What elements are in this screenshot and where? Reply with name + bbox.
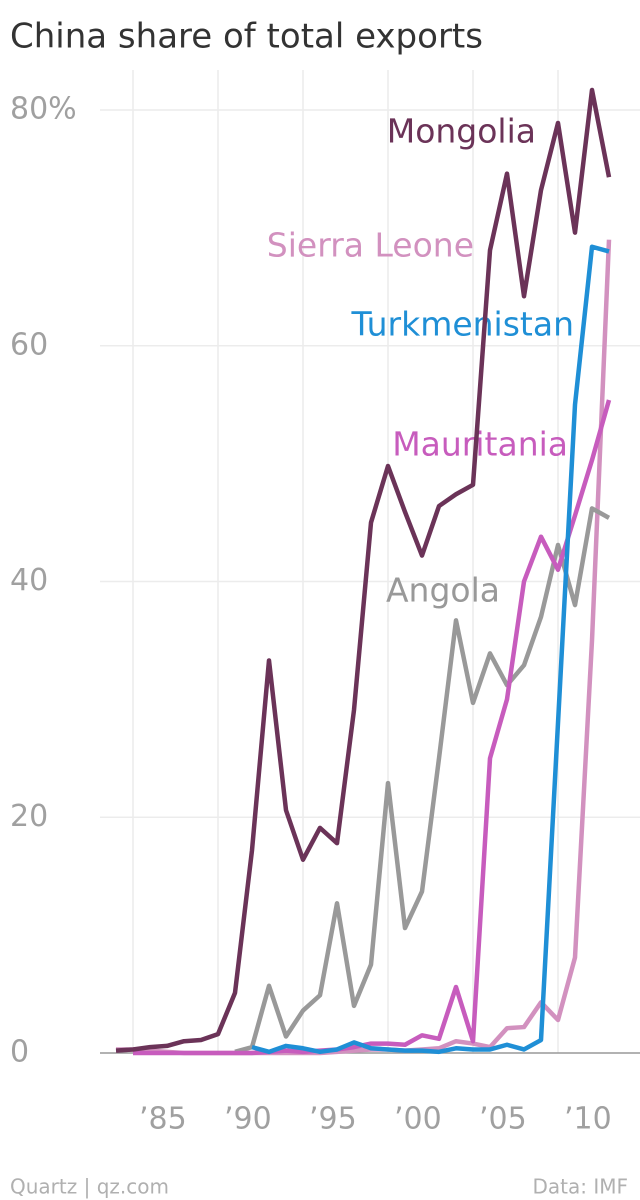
source: Data: IMF — [532, 1175, 628, 1199]
x-tick-label: ’90 — [224, 1102, 272, 1137]
x-tick-label: ’85 — [139, 1102, 187, 1137]
x-tick-label: ’05 — [479, 1102, 527, 1137]
x-tick-label: ’10 — [564, 1102, 612, 1137]
y-tick-label: 80% — [10, 92, 77, 127]
y-tick-label: 60 — [10, 327, 48, 362]
series-line — [133, 399, 612, 1056]
series-label: Mauritania — [392, 425, 568, 464]
y-tick-label: 40 — [10, 563, 48, 598]
series-line — [251, 244, 610, 1055]
x-tick-label: ’00 — [394, 1102, 442, 1137]
credit: Quartz | qz.com — [10, 1175, 169, 1199]
series-label: Turkmenistan — [350, 305, 574, 344]
series-label: Mongolia — [387, 112, 536, 151]
series-line — [116, 239, 612, 1056]
chart-title: China share of total exports — [10, 17, 483, 57]
series-label: Angola — [386, 571, 500, 610]
series-line — [115, 87, 612, 1053]
x-tick-label: ’95 — [309, 1102, 357, 1137]
series-line — [234, 506, 611, 1054]
y-tick-label: 20 — [10, 799, 48, 834]
y-tick-label: 0 — [10, 1035, 29, 1070]
series-label: Sierra Leone — [267, 226, 474, 265]
